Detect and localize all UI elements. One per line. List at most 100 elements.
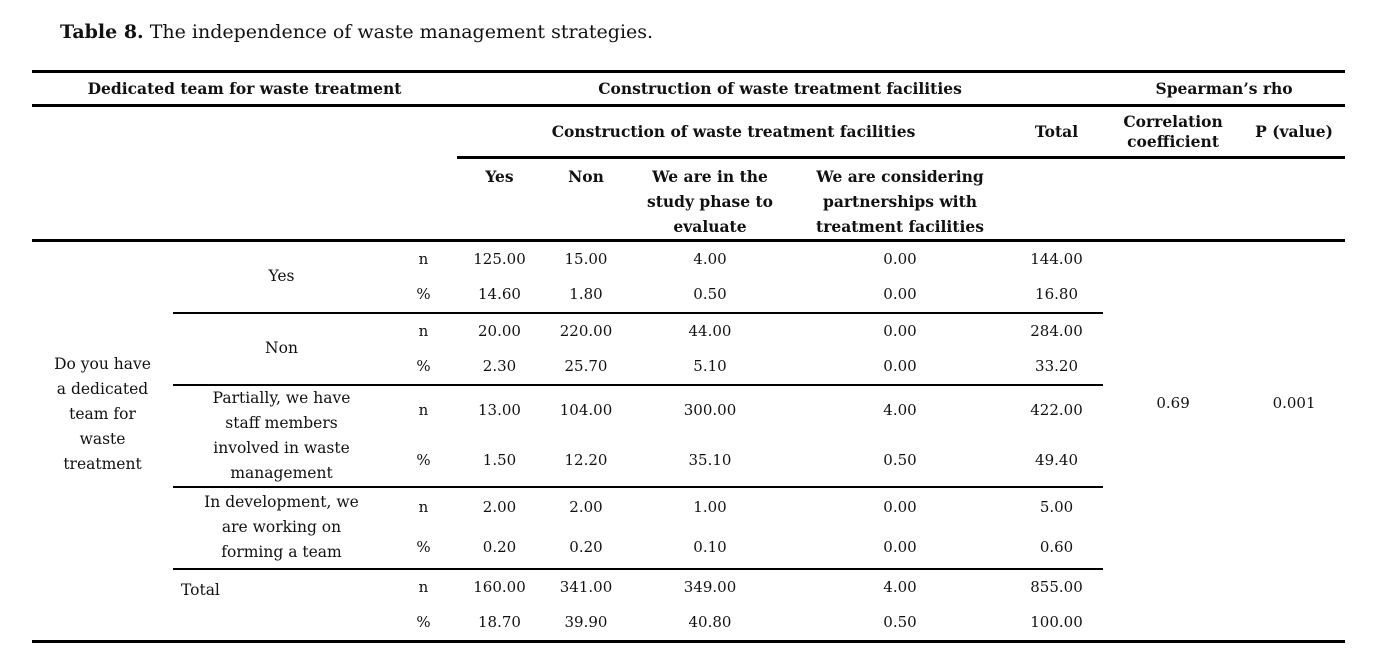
table-caption: Table 8. The independence of waste manag… (60, 21, 653, 43)
table-cell: 25.70 (542, 348, 630, 386)
table-cell: 0.50 (790, 435, 1010, 488)
header-row-sub: Construction of waste treatment faciliti… (32, 105, 1346, 159)
table-cell: 349.00 (683, 578, 737, 597)
row-label-partially: Partially, we have staff members involve… (173, 384, 390, 488)
table-cell: 0.50 (883, 613, 917, 632)
table-cell: 5.00 (1039, 498, 1074, 517)
table-cell: 5.10 (630, 348, 790, 386)
col-header-correlation-coefficient: Correlation coefficient (1103, 105, 1244, 159)
col-header-total: Total (1010, 105, 1104, 159)
table-row: % 14.60 1.80 0.50 0.00 16.80 (32, 276, 1345, 314)
header-row-options: Yes Non We are in the study phase to eva… (32, 157, 1346, 242)
col-group-dedicated-team: Dedicated team for waste treatment (32, 71, 457, 107)
table-cell: 125.00 (473, 249, 526, 268)
table-row: In development, we are working on formin… (32, 486, 1345, 570)
table-row: % 18.70 39.90 40.80 0.50 100.00 (32, 606, 1345, 642)
metric-label-n: n (418, 498, 429, 517)
table-number: Table 8. (60, 21, 144, 43)
table-cell: 18.70 (478, 613, 521, 632)
table-cell: 1.80 (542, 276, 630, 314)
row-label-yes: Yes (173, 240, 390, 314)
metric-label-pct: % (390, 527, 457, 570)
spearman-correlation-value: 0.69 (1156, 394, 1190, 412)
table-cell: 0.00 (883, 321, 917, 340)
table-cell: 4.00 (693, 249, 727, 268)
table-cell: 35.10 (630, 435, 790, 488)
independence-table: Dedicated team for waste treatment Const… (32, 70, 1346, 643)
col-subgroup-construction: Construction of waste treatment faciliti… (457, 105, 1010, 159)
table-cell: 220.00 (559, 321, 613, 340)
metric-label-pct: % (390, 276, 457, 314)
header-spacer (32, 106, 457, 158)
table-cell: 100.00 (1030, 613, 1083, 632)
row-label-non: Non (173, 312, 390, 386)
metric-label-pct: % (390, 435, 457, 488)
table-cell: 160.00 (473, 578, 526, 597)
header-spacer (32, 157, 457, 242)
table-cell: 300.00 (683, 401, 737, 420)
table-cell: 1.50 (457, 435, 542, 488)
table-cell: 341.00 (559, 578, 613, 597)
table-cell: 20.00 (478, 321, 521, 340)
table-cell: 4.00 (883, 578, 917, 597)
table-cell: 16.80 (1010, 276, 1104, 314)
table-cell: 0.10 (630, 527, 790, 570)
table-cell: 49.40 (1010, 435, 1104, 488)
table-cell: 284.00 (1030, 321, 1083, 340)
table-cell: 0.00 (883, 498, 917, 517)
table-cell: 855.00 (1030, 578, 1083, 597)
header-spacer (1010, 157, 1346, 242)
table-cell: 0.60 (1010, 527, 1104, 570)
col-header-p-value: P (value) (1243, 105, 1346, 159)
table-row: % 0.20 0.20 0.10 0.00 0.60 (32, 527, 1345, 570)
metric-label-pct: % (416, 613, 431, 632)
table-cell: 14.60 (457, 276, 542, 314)
table-cell: 33.20 (1010, 348, 1104, 386)
table-title: The independence of waste management str… (143, 21, 654, 43)
table-cell: 13.00 (478, 401, 521, 420)
table-row: Total n 160.00 341.00 349.00 4.00 855.00 (32, 569, 1345, 606)
table-cell: 44.00 (688, 321, 732, 340)
table-cell: 0.00 (790, 527, 1010, 570)
table-cell: 422.00 (1030, 401, 1083, 420)
header-row-groups: Dedicated team for waste treatment Const… (32, 71, 1346, 107)
table-row: Non n 20.00 220.00 44.00 0.00 284.00 (32, 312, 1345, 386)
table-row: % 2.30 25.70 5.10 0.00 33.20 (32, 348, 1345, 386)
metric-label-n: n (418, 249, 429, 268)
table-cell: 144.00 (1030, 249, 1083, 268)
table-cell: 12.20 (542, 435, 630, 488)
table-cell: 2.00 (482, 498, 517, 517)
table-cell: 0.00 (883, 249, 917, 268)
col-header-yes: Yes (457, 157, 542, 242)
table-cell: 0.20 (457, 527, 542, 570)
col-group-construction: Construction of waste treatment faciliti… (457, 71, 1104, 107)
table-row: Partially, we have staff members involve… (32, 384, 1345, 488)
col-group-spearman: Spearman’s rho (1103, 71, 1346, 107)
table-row: % 1.50 12.20 35.10 0.50 49.40 (32, 435, 1345, 488)
table-cell: 15.00 (564, 249, 608, 268)
table-cell: 2.00 (569, 498, 603, 517)
row-label-total: Total (181, 580, 220, 599)
row-label-in-development: In development, we are working on formin… (173, 486, 390, 570)
table-cell: 0.50 (630, 276, 790, 314)
col-header-non: Non (542, 157, 630, 242)
col-header-study-phase: We are in the study phase to evaluate (630, 157, 790, 242)
table-row: Do you have a dedicated team for waste t… (32, 240, 1345, 473)
metric-label-n: n (418, 321, 429, 340)
table-cell: 4.00 (883, 401, 917, 420)
row-group-question: Do you have a dedicated team for waste t… (54, 354, 151, 473)
spearman-p-value: 0.001 (1272, 394, 1316, 412)
metric-label-n: n (418, 578, 429, 597)
table-cell: 0.00 (790, 276, 1010, 314)
table-cell: 0.00 (790, 348, 1010, 386)
table-cell: 1.00 (693, 498, 727, 517)
table-cell: 39.90 (564, 613, 608, 632)
table-cell: 40.80 (688, 613, 732, 632)
metric-label-n: n (418, 401, 429, 420)
table-cell: 104.00 (559, 401, 613, 420)
col-header-partnerships: We are considering partnerships with tre… (790, 157, 1010, 242)
metric-label-pct: % (390, 348, 457, 386)
table-cell: 2.30 (457, 348, 542, 386)
table-cell: 0.20 (542, 527, 630, 570)
